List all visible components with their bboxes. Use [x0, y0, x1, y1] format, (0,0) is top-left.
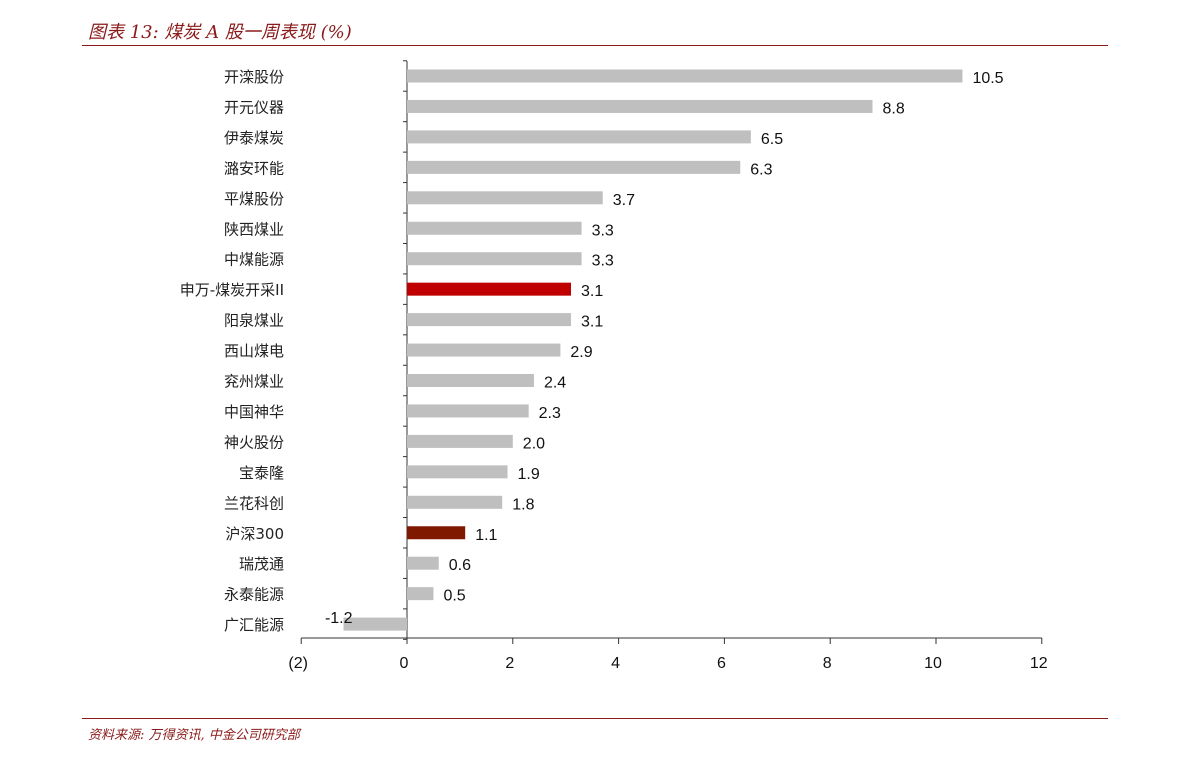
- bar: [407, 221, 582, 235]
- bar: [407, 191, 603, 205]
- source-note: 资料来源: 万得资讯, 中金公司研究部: [88, 728, 300, 743]
- value-label: 1.9: [518, 466, 540, 483]
- category-label: 陕西煤业: [224, 220, 284, 238]
- category-label: 神火股份: [224, 433, 284, 451]
- bar: [407, 252, 582, 266]
- category-label: 沪深300: [225, 525, 284, 543]
- value-label: 3.7: [613, 192, 635, 209]
- x-tick-label: 12: [1030, 655, 1048, 672]
- bar: [407, 99, 873, 113]
- category-label: 西山煤电: [224, 342, 284, 360]
- category-label: 瑞茂通: [239, 555, 284, 573]
- value-label: 2.3: [539, 405, 561, 422]
- x-tick-label: (2): [288, 655, 308, 672]
- bar: [407, 465, 508, 479]
- bar: [407, 69, 963, 83]
- category-label: 平煤股份: [224, 190, 284, 208]
- category-label: 中国神华: [224, 403, 284, 421]
- x-tick-label: 10: [924, 655, 942, 672]
- value-label: -1.2: [325, 610, 353, 627]
- value-label: 0.6: [449, 557, 471, 574]
- category-label: 开元仪器: [224, 98, 284, 116]
- value-label: 0.5: [443, 588, 465, 605]
- category-label: 阳泉煤业: [224, 312, 284, 330]
- bar: [407, 556, 439, 570]
- bar: [407, 282, 571, 296]
- category-label: 宝泰隆: [239, 464, 284, 482]
- bar: [407, 343, 561, 357]
- x-tick-label: 0: [400, 655, 409, 672]
- category-label: 永泰能源: [224, 586, 284, 604]
- label-layer: 开滦股份 10.5 开元仪器 8.8 伊泰煤炭 6.5 潞安环能 6.3 平煤股份 3.7 陕西煤业…: [180, 68, 1004, 634]
- value-label: 3.1: [581, 314, 603, 331]
- category-label: 潞安环能: [224, 159, 284, 177]
- bar: [407, 495, 503, 509]
- category-label: 开滦股份: [224, 68, 284, 86]
- value-label: 3.1: [581, 283, 603, 300]
- value-label: 6.5: [761, 131, 783, 148]
- bar: [343, 617, 407, 631]
- bar: [407, 160, 741, 174]
- bar: [407, 434, 513, 448]
- bar: [407, 130, 751, 144]
- category-label: 广汇能源: [224, 616, 284, 634]
- x-tick-label: 4: [611, 655, 620, 672]
- category-label: 申万-煤炭开采II: [180, 281, 284, 299]
- value-label: 1.8: [512, 496, 534, 513]
- value-label: 3.3: [592, 222, 614, 239]
- bar-layer: [343, 69, 963, 631]
- bar: [407, 313, 571, 327]
- bar: [407, 587, 434, 601]
- value-label: 3.3: [592, 253, 614, 270]
- title-divider: [82, 45, 1108, 46]
- x-tick-label: 2: [505, 655, 514, 672]
- axis-layer: (2) 0 2 4 6 8 10 12: [288, 60, 1048, 672]
- value-label: 10.5: [972, 70, 1003, 87]
- chart-title: 图表 13: 煤炭 A 股一周表现 (%): [88, 22, 352, 43]
- x-tick-label: 6: [717, 655, 726, 672]
- category-label: 中煤能源: [224, 251, 284, 269]
- bar: [407, 404, 529, 418]
- value-label: 2.4: [544, 375, 566, 392]
- bar: [407, 374, 534, 387]
- x-tick-label: 8: [823, 655, 832, 672]
- bar: [407, 526, 466, 540]
- value-label: 2.0: [523, 435, 545, 452]
- category-label: 伊泰煤炭: [224, 129, 284, 147]
- value-label: 8.8: [883, 100, 905, 117]
- value-label: 6.3: [750, 161, 772, 178]
- value-label: 2.9: [570, 344, 592, 361]
- footer-divider: [82, 718, 1108, 719]
- value-label: 1.1: [475, 527, 497, 544]
- category-label: 兖州煤业: [224, 373, 284, 391]
- category-label: 兰花科创: [224, 494, 284, 512]
